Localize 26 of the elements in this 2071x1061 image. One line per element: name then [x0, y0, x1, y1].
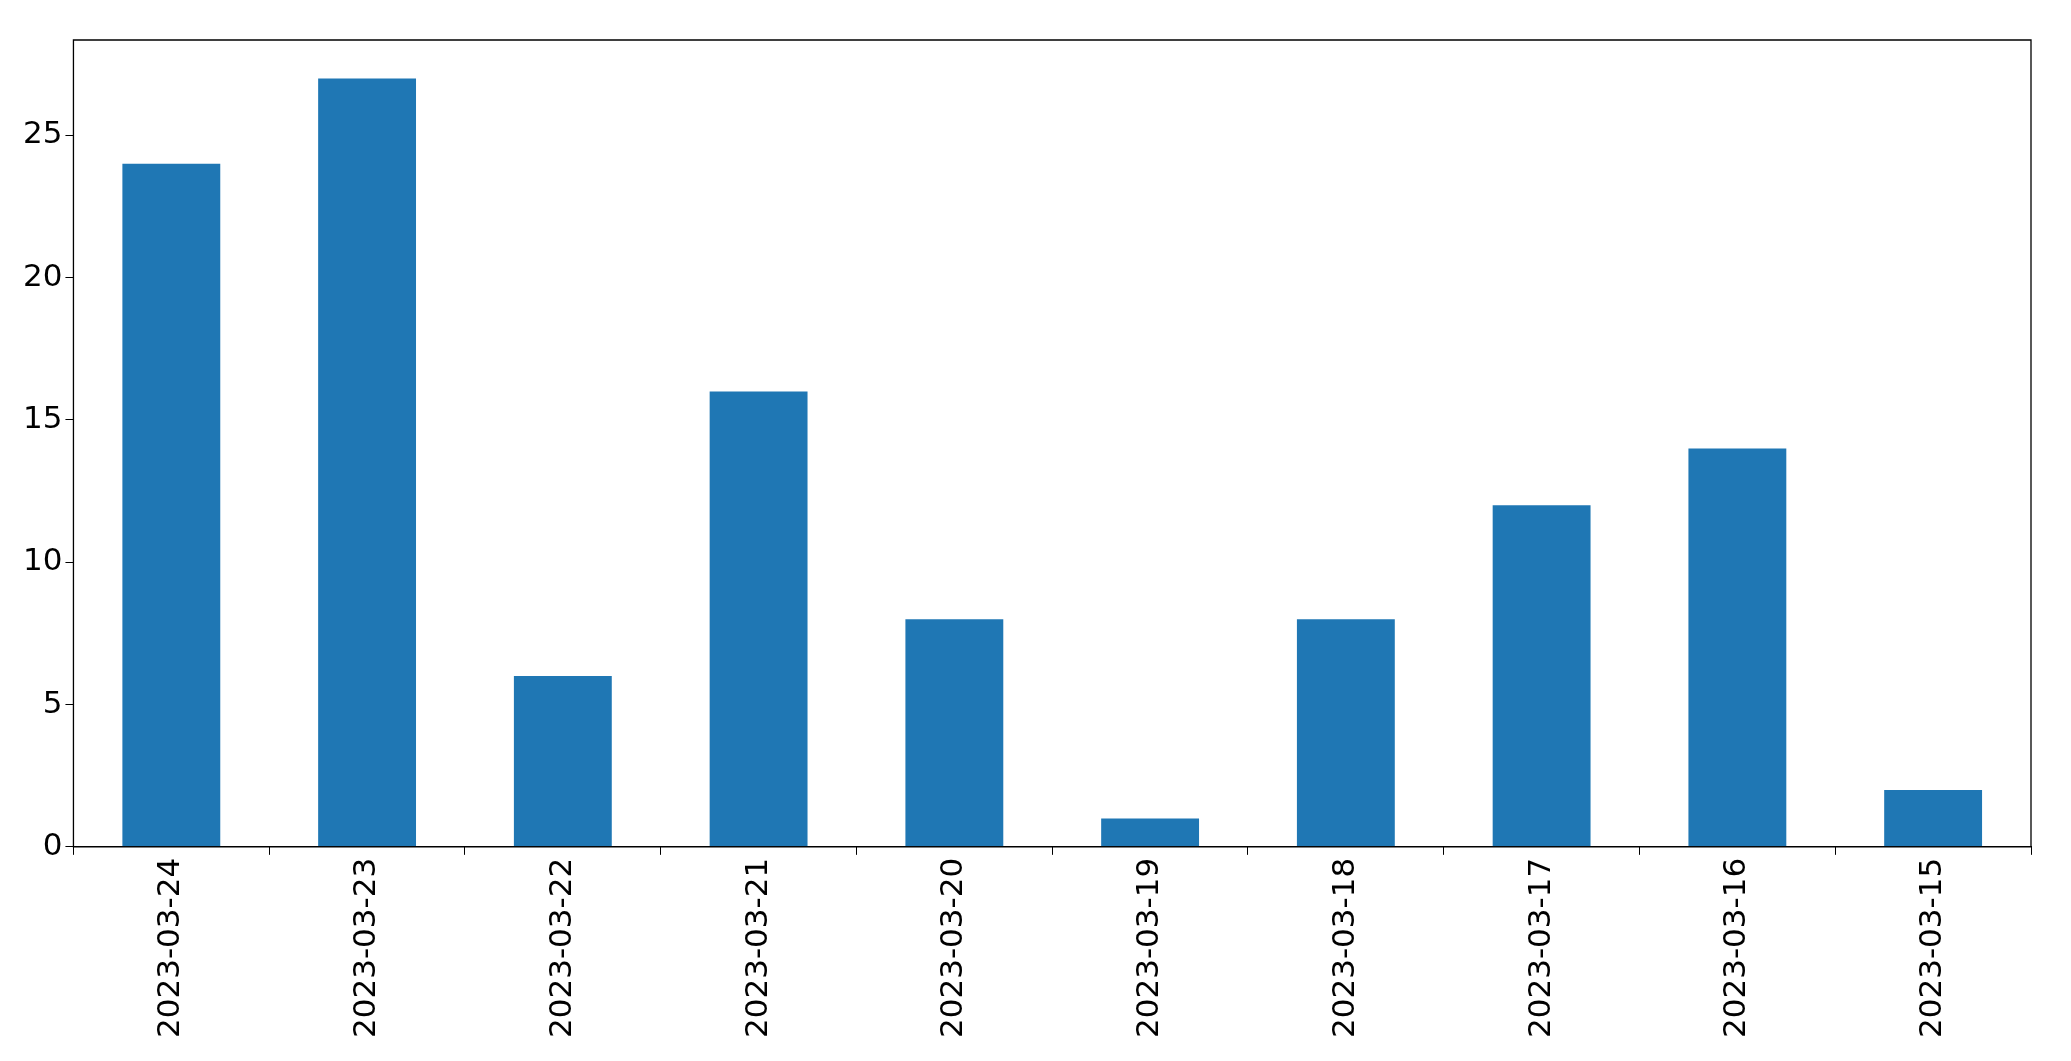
x-tick-label: 2023-03-21 [737, 857, 774, 1039]
bar [1884, 789, 1983, 847]
y-tick-label: 10 [22, 541, 63, 578]
x-tick-label: 2023-03-22 [541, 857, 578, 1039]
x-tick-label: 2023-03-18 [1324, 857, 1361, 1039]
x-tick-label: 2023-03-16 [1716, 857, 1753, 1039]
bar [318, 78, 417, 847]
y-tick-label: 0 [42, 825, 63, 862]
bar [1492, 505, 1591, 847]
y-tick-label: 15 [22, 398, 63, 435]
x-tick-label: 2023-03-20 [933, 857, 970, 1039]
bar [905, 619, 1004, 847]
x-tick-label: 2023-03-15 [1912, 857, 1949, 1039]
y-tick-label: 20 [22, 256, 63, 293]
bar [122, 163, 221, 847]
y-tick-label: 5 [42, 683, 63, 720]
x-tick-label: 2023-03-19 [1129, 857, 1166, 1039]
x-tick-label: 2023-03-24 [150, 857, 187, 1039]
bar [1296, 619, 1395, 847]
bar [709, 391, 808, 847]
x-tick-label: 2023-03-17 [1520, 857, 1557, 1039]
bar [1688, 448, 1787, 847]
x-tick-label: 2023-03-23 [346, 857, 383, 1039]
bar [1101, 818, 1200, 847]
bar [513, 676, 612, 847]
y-tick-label: 25 [22, 114, 63, 151]
